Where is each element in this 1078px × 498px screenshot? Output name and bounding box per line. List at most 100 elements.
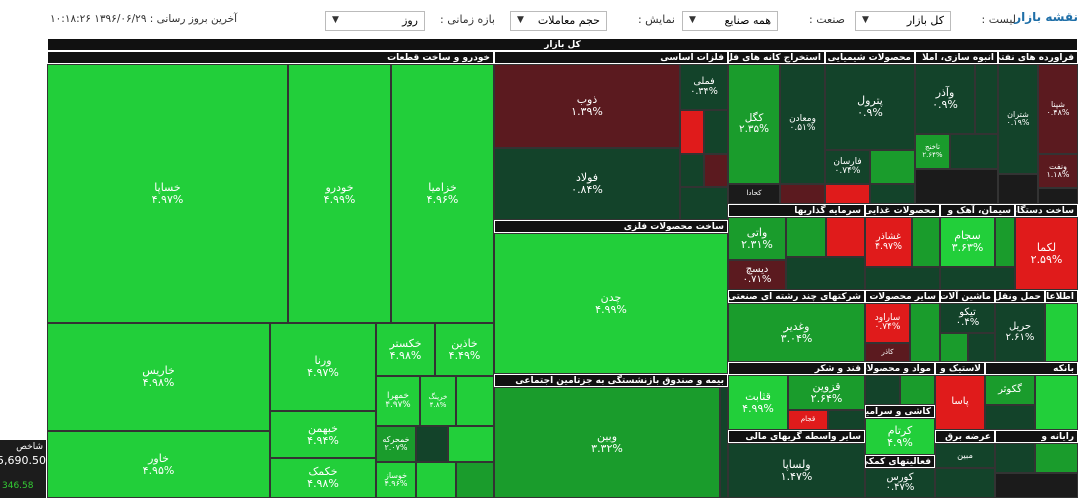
sector-header: سرمایه گذاریها (728, 204, 865, 217)
tile-change: ۰.۳۴% (690, 86, 718, 97)
tile: حریل ۲.۶۱% (995, 303, 1045, 362)
tile-symbol: قجام (800, 415, 816, 424)
tile-change: ۱.۱۸% (1046, 170, 1070, 179)
tile (865, 375, 900, 405)
tile-change: ۳.۰۴% (780, 331, 813, 345)
tile-change: ۴.۹۷% (875, 241, 902, 252)
tile: کاذر (865, 343, 910, 362)
treemap-title: کل بازار (47, 38, 1078, 51)
tile-symbol: تاخنج (924, 143, 941, 152)
tile-symbol: خرینگ (428, 392, 448, 402)
tile-symbol: دیسچ (745, 263, 769, 275)
tile-symbol: غشاذر (876, 231, 901, 243)
sector-header: شرکتهای چند رشته ای صنعتی (728, 290, 865, 303)
sector-header: بیمه و صندوق بازنشستگی به جزتامین اجتماع… (494, 374, 728, 387)
tile-change: ۱.۴۷% (780, 469, 813, 483)
tile (950, 134, 998, 169)
tile (780, 184, 825, 204)
tile-change: ۱.۳۹% (571, 105, 603, 118)
tile (786, 257, 865, 290)
tile (865, 267, 940, 290)
sector-header: فعالیتهای کمکی (865, 455, 935, 468)
tile-change: ۲.۳۵% (739, 123, 769, 135)
tile-symbol: کرتام (887, 423, 913, 437)
tile-symbol: شتران (1007, 109, 1029, 119)
tile (940, 333, 968, 362)
tile-symbol: خبهمن (308, 421, 338, 435)
tile (975, 64, 998, 134)
tile-symbol: کاذر (881, 347, 894, 356)
tile-symbol: پترول (857, 94, 883, 108)
tile-change: ۳.۳۲% (591, 441, 623, 455)
tile: شپنا ۰.۴۸% (1038, 64, 1078, 154)
tile: خرینگ ۴.۸% (420, 376, 456, 426)
index-label: شاخص (16, 442, 43, 452)
tile: مبین (935, 443, 995, 468)
tile (720, 387, 728, 498)
tile (825, 184, 870, 204)
tile: خکستر ۴.۹۸% (376, 323, 435, 376)
tile: تیکو ۰.۴% (940, 303, 995, 333)
sector-header: قند و شکر (728, 362, 865, 375)
tile: واتی ۲.۳۱% (728, 217, 786, 260)
tile-symbol: خزامیا (428, 180, 457, 194)
tile-change: ۴.۹۶% (426, 192, 459, 206)
tile-symbol: کورس (886, 471, 914, 483)
tile-symbol: خمحرکه (382, 434, 410, 444)
tile: قزوین ۲.۶۴% (788, 375, 865, 410)
tile-symbol: خمهرا (387, 390, 409, 401)
tile-symbol: فولاد (575, 171, 599, 185)
tile (935, 468, 995, 498)
dropdown[interactable]: کل بازار (855, 11, 951, 31)
tile-change: ۴.۴۹% (448, 348, 481, 362)
sector-header: رایانه و (995, 430, 1078, 443)
tile (680, 110, 704, 154)
tile: خکمک ۴.۹۸% (270, 458, 376, 498)
sector-header: انبوه سازی، املا (915, 51, 998, 64)
tile-symbol: خوساز (384, 470, 408, 480)
tile: کحادا (728, 184, 780, 204)
tile: کورس ۰.۴۷% (865, 468, 935, 498)
tile-symbol: شپنا (1051, 99, 1065, 109)
tile: قجام (788, 410, 828, 430)
sector-header: ماشین آلات (940, 290, 995, 303)
dropdown[interactable]: حجم معاملات (510, 11, 607, 31)
tile-change: ۴.۹۸% (389, 348, 422, 362)
tile: فارسان ۰.۷۴% (825, 150, 870, 184)
filter-label: بازه زمانی : (440, 13, 495, 26)
tile (998, 174, 1038, 204)
sector-header: ساخت دستگاه (1015, 204, 1078, 217)
tile (968, 333, 995, 362)
tile-change: ۴.۹۹% (742, 401, 774, 415)
sector-header: سیمان، آهک و (940, 204, 1015, 217)
tile-change: ۰.۱۹% (1006, 118, 1030, 127)
tile-symbol: وغدیر (783, 319, 810, 333)
tile (416, 462, 456, 498)
tile-symbol: گکوثر (998, 383, 1022, 395)
tile: پاسا (935, 375, 985, 430)
tile: خودرو ۴.۹۹% (288, 64, 391, 323)
dropdown[interactable]: همه صنایع (682, 11, 778, 31)
index-change: 346.58 (2, 481, 34, 491)
dropdown[interactable]: روز (325, 11, 425, 31)
tile-change: ۴.۹۴% (307, 433, 339, 447)
tile: خاذین ۴.۴۹% (435, 323, 494, 376)
tile: خوساز ۴.۹۶% (376, 462, 416, 498)
tile-symbol: سجام (954, 229, 981, 243)
tile-change: ۰.۷۱% (742, 274, 772, 285)
tile: فولاد ۰.۸۴% (494, 148, 680, 220)
tile-symbol: وآذر (935, 86, 955, 100)
tile (995, 217, 1015, 267)
sector-header: محصولات شیمیایی (825, 51, 915, 64)
tile: خزامیا ۴.۹۶% (391, 64, 494, 323)
tile: ساراود ۰.۷۴% (865, 303, 910, 343)
tile-change: ۴.۹۷% (385, 400, 411, 410)
tile: سجام ۳.۶۳% (940, 217, 995, 267)
tile: خمحرکه ۲.۰۷% (376, 426, 416, 462)
tile-symbol: ساراود (874, 312, 901, 323)
tile (680, 154, 704, 187)
tile (915, 169, 998, 204)
tile-change: ۴.۸% (429, 400, 447, 409)
tile (826, 217, 865, 257)
